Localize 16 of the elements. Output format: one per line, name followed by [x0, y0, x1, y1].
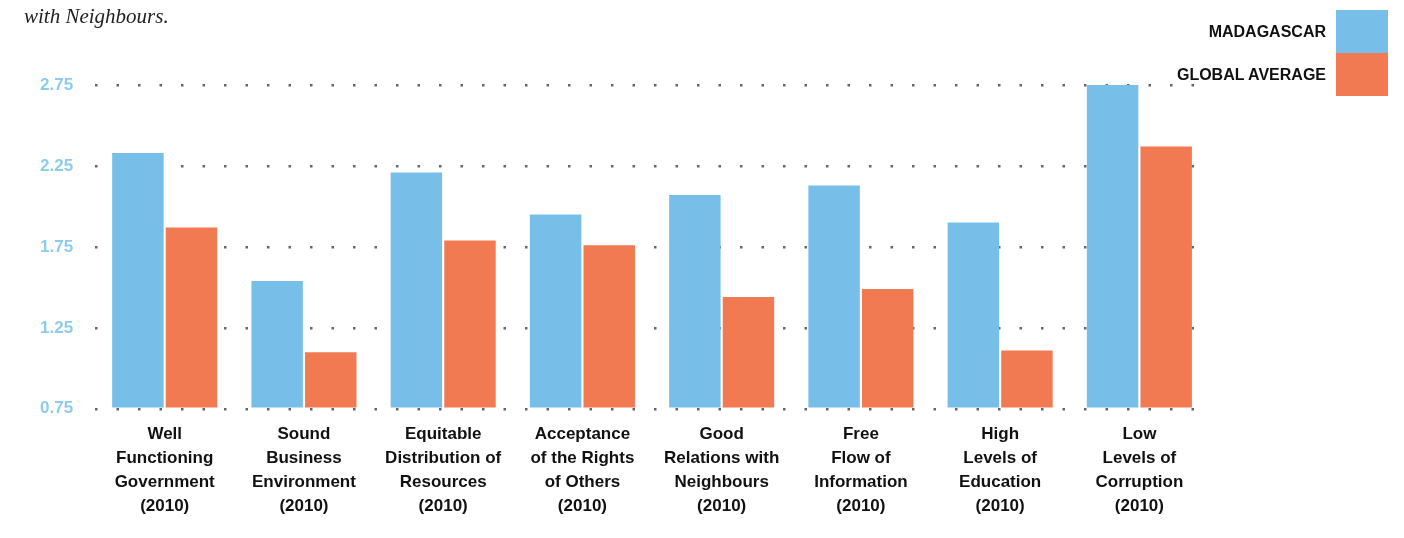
text: GLOBAL AVERAGE: [1176, 65, 1326, 84]
x-tick-label: Well Functioning Government (2010): [114, 424, 216, 515]
y-tick-label: 1.75: [39, 236, 74, 256]
x-tick-label: Acceptance of the Rights of Others (2010): [530, 424, 635, 515]
chart-title: with Neighbours.: [24, 4, 169, 29]
x-tick-label: High Levels of Education (2010): [959, 424, 1042, 515]
x-tick-label: Equitable Distribution of Resources (2010): [385, 424, 502, 515]
x-tick-label: Good Relations with Neighbours (2010): [664, 424, 780, 515]
x-tick-label: Free Flow of Information (2010): [814, 424, 908, 515]
y-tick-label: 0.75: [39, 398, 74, 418]
y-tick-label: 1.25: [39, 317, 74, 337]
y-tick-label: 2.25: [39, 155, 74, 175]
text: MADAGASCAR: [1208, 22, 1326, 41]
x-tick-label: Sound Business Environment (2010): [251, 424, 357, 515]
y-tick-label: 2.75: [39, 74, 74, 94]
x-tick-label: Low Levels of Corruption (2010): [1095, 424, 1184, 515]
